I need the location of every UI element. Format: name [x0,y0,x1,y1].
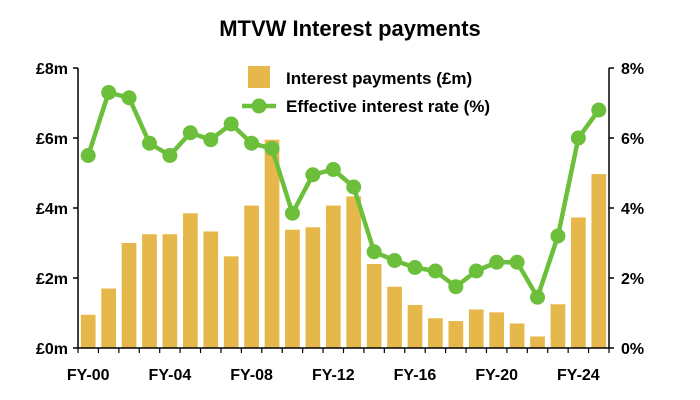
rate-point-FY-09 [264,141,280,156]
rate-point-FY-03 [141,135,157,151]
bar-FY-12 [325,205,341,348]
bar-FY-10 [285,229,300,348]
chart-title: MTVW Interest payments [219,16,481,41]
bar-FY-04 [162,234,178,348]
bar-FY-08 [244,205,259,348]
legend-swatch-bar [248,66,270,88]
rate-point-FY-19 [468,263,484,279]
rate-point-FY-23 [550,228,566,244]
bar-FY-18 [448,321,464,348]
bar-FY-03 [142,234,157,348]
bar-FY-16 [407,304,423,348]
rate-point-FY-08 [244,135,260,151]
right-tick-label: 0% [621,341,644,358]
bar-FY-00 [80,314,96,348]
rate-point-FY-07 [223,116,239,132]
rate-point-FY-17 [427,263,443,279]
bar-FY-15 [387,286,402,348]
rate-point-FY-21 [509,254,525,270]
rate-point-FY-15 [387,253,403,268]
bar-FY-13 [346,196,362,348]
rate-point-FY-12 [325,162,341,177]
x-tick-label: FY-24 [557,367,600,384]
bar-FY-17 [428,318,443,348]
bar-FY-25 [591,174,607,348]
bar-FY-05 [182,213,198,348]
legend: Interest payments (£m) Effective interes… [242,66,490,116]
bar-FY-11 [305,227,321,348]
rate-point-FY-13 [346,179,362,195]
bar-FY-14 [366,264,382,348]
left-tick-label: £8m [36,61,68,78]
legend-label-bar: Interest payments (£m) [286,69,472,88]
x-tick-label: FY-08 [230,367,273,384]
bar-FY-01 [101,288,116,348]
rate-point-FY-22 [530,289,546,305]
x-tick-label: FY-20 [475,367,518,384]
bar-FY-20 [489,312,505,348]
bars-layer [80,139,607,348]
rate-point-FY-01 [101,85,117,100]
rate-point-FY-25 [591,102,607,118]
left-tick-label: £4m [36,201,68,218]
rate-point-FY-04 [162,148,178,163]
legend-label-line: Effective interest rate (%) [286,97,490,116]
x-tick-label: FY-00 [67,367,110,384]
bar-FY-21 [509,323,525,348]
rate-point-FY-02 [121,90,137,106]
rate-point-FY-06 [203,132,219,148]
x-tick-label: FY-12 [312,367,355,384]
rate-point-FY-05 [182,125,198,141]
legend-marker-line [251,98,267,114]
left-tick-label: £2m [36,271,68,288]
bar-FY-24 [571,217,586,348]
bar-FY-23 [550,304,566,348]
rate-point-FY-18 [448,279,464,295]
bar-FY-06 [203,231,219,348]
bar-FY-19 [468,309,484,348]
bar-FY-02 [121,243,137,348]
x-tick-label: FY-04 [149,367,192,384]
right-tick-label: 2% [621,271,644,288]
right-tick-label: 4% [621,201,644,218]
rate-point-FY-24 [570,130,586,146]
left-tick-label: £6m [36,131,68,148]
line-layer [80,85,607,305]
rate-point-FY-11 [305,167,321,183]
rate-point-FY-14 [366,244,382,260]
x-tick-label: FY-16 [394,367,437,384]
rate-point-FY-20 [489,254,505,270]
right-tick-label: 6% [621,131,644,148]
bar-FY-09 [264,139,280,348]
bar-FY-22 [530,336,545,348]
right-tick-label: 8% [621,61,644,78]
axes-layer: £0m 0% £2m 2% £4m 4% £6m 6% £8m 8% FY-00 FY-04 FY-08… [36,61,644,384]
rate-point-FY-00 [80,148,96,163]
rate-point-FY-16 [407,260,423,275]
rate-point-FY-10 [284,205,300,221]
bar-FY-07 [223,256,239,348]
left-tick-label: £0m [36,341,68,358]
